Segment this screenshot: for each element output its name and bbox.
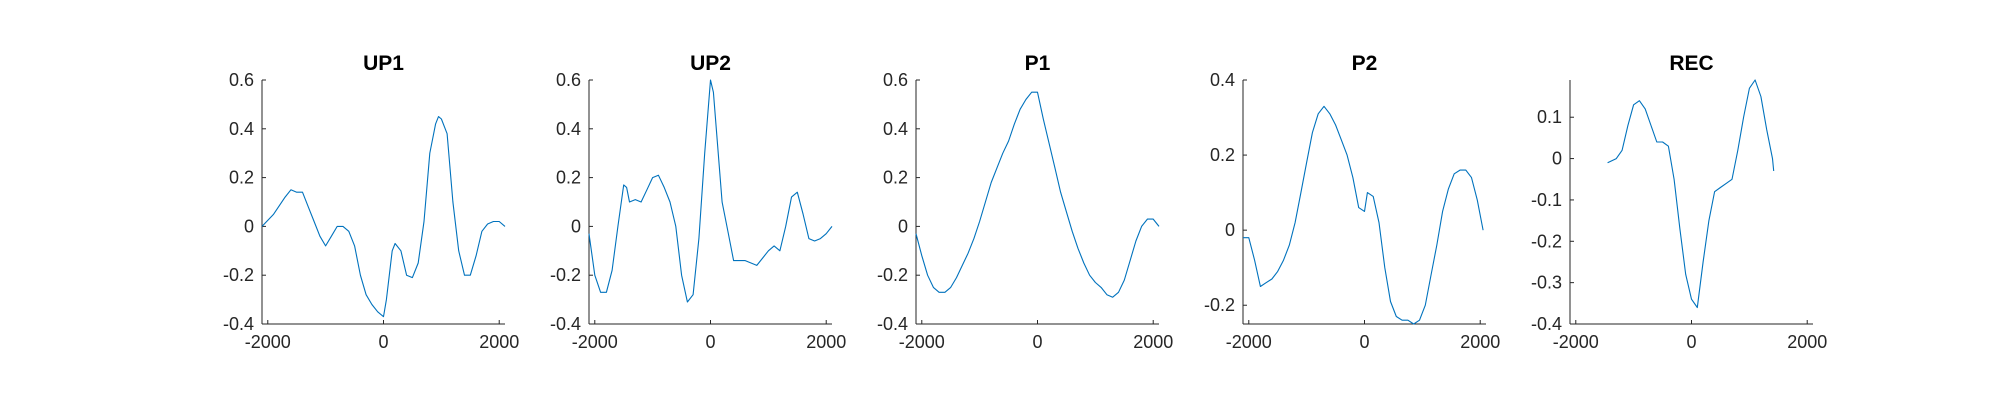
chart-title: P2 [1352,52,1378,75]
y-tick-label: 0.4 [556,119,581,139]
y-tick-label: 0 [898,216,908,236]
x-tick-label: -2000 [245,332,291,352]
x-tick-label: 2000 [1787,332,1827,352]
series-line [915,91,1160,298]
chart-title: UP1 [363,52,404,75]
x-tick-label: -2000 [1553,332,1599,352]
y-tick-label: -0.4 [1531,314,1562,334]
y-tick-label: 0.2 [1210,145,1235,165]
x-tick-label: 0 [1686,332,1696,352]
chart-panel-rec: REC -0.4 -0.3 -0.2 -0.1 0 0.1 -2000 0 2000 [1531,52,1827,352]
y-tick-label: 0.4 [229,119,254,139]
x-tick-label: -2000 [572,332,618,352]
chart-panel-p1: P1 -0.4 -0.2 0 0.2 0.4 0.6 -2000 0 2000 [877,52,1173,352]
chart-title: P1 [1025,52,1051,75]
y-tick-label: 0.4 [1210,70,1235,90]
chart-title: REC [1669,52,1713,75]
y-tick-label: 0.6 [556,70,581,90]
x-tick-label: 2000 [1133,332,1173,352]
y-tick-label: -0.4 [223,314,254,334]
x-tick-label: 2000 [806,332,846,352]
y-tick-label: -0.2 [1204,295,1235,315]
y-tick-label: -0.4 [550,314,581,334]
x-tick-label: -2000 [899,332,945,352]
y-tick-label: -0.2 [1531,231,1562,251]
y-tick-label: 0.2 [556,168,581,188]
x-tick-label: 0 [1359,332,1369,352]
x-tick-label: 0 [1032,332,1042,352]
y-tick-label: 0.2 [883,168,908,188]
y-tick-label: 0 [1225,220,1235,240]
y-tick-label: 0 [571,216,581,236]
y-tick-label: -0.3 [1531,273,1562,293]
y-tick-label: 0.4 [883,119,908,139]
chart-panel-p2: P2 -0.2 0 0.2 0.4 -2000 0 2000 [1204,52,1500,352]
series-line [1607,79,1775,309]
y-tick-label: -0.2 [550,265,581,285]
y-tick-label: 0.1 [1537,107,1562,127]
x-tick-label: 2000 [479,332,519,352]
y-tick-label: 0 [244,216,254,236]
y-tick-label: -0.4 [877,314,908,334]
series-line [1243,105,1484,325]
x-tick-label: 2000 [1460,332,1500,352]
y-tick-label: 0.6 [883,70,908,90]
chart-title: UP2 [690,52,731,75]
x-tick-label: 0 [705,332,715,352]
y-tick-label: -0.2 [223,265,254,285]
y-tick-label: 0.2 [229,168,254,188]
series-line [261,116,506,318]
x-tick-label: 0 [378,332,388,352]
series-line [588,79,833,303]
chart-panel-up2: UP2 -0.4 -0.2 0 0.2 0.4 0.6 -2000 0 2000 [550,52,846,352]
chart-panel-up1: UP1 -0.4 -0.2 0 0.2 0.4 0.6 -2000 0 2000 [223,52,519,352]
y-tick-label: -0.1 [1531,190,1562,210]
y-tick-label: 0 [1552,149,1562,169]
y-tick-label: 0.6 [229,70,254,90]
x-tick-label: -2000 [1226,332,1272,352]
y-tick-label: -0.2 [877,265,908,285]
